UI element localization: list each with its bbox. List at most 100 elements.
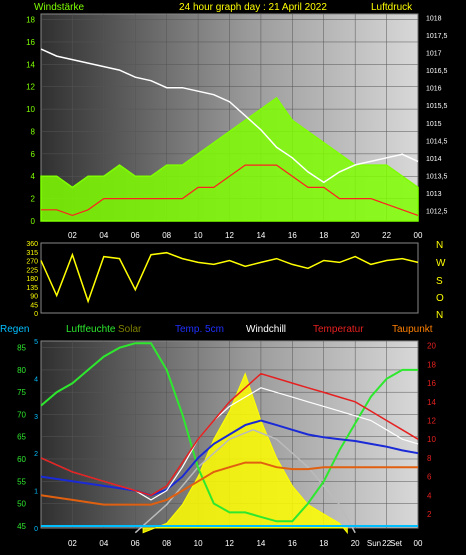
temp-y-tick-label: 20 [427, 342, 436, 351]
compass-s: S [436, 276, 443, 287]
climate-x-tick-label: 02 [68, 539, 77, 548]
pressure-y-tick-label: 1014,5 [426, 138, 448, 145]
gust-line [41, 164, 419, 217]
pressure-y-tick-label: 1017,5 [426, 33, 448, 40]
wind-dir-y-tick-label: 90 [30, 294, 38, 301]
rain-y-tick-label: 1 [34, 489, 38, 496]
sun-elevation-line [134, 428, 356, 534]
compass-n-top: N [436, 240, 443, 251]
header-center-label: 24 hour graph day : 21 April 2022 [179, 2, 327, 13]
rain-y-tick-label: 0 [34, 526, 38, 533]
climate-x-tick-label: 14 [256, 539, 265, 548]
wind-x-tick-label: 08 [162, 231, 171, 240]
humidity-y-tick-label: 55 [17, 477, 26, 486]
pressure-y-tick-label: 1017 [426, 51, 442, 58]
rain-y-tick-label: 4 [34, 376, 38, 383]
humidity-y-tick-label: 70 [17, 410, 26, 419]
wind-dir-y-tick-label: 225 [26, 267, 38, 274]
wind-y-tick-label: 6 [31, 150, 36, 159]
wind-dir-y-tick-label: 270 [26, 259, 38, 266]
wind-dir-y-tick-label: 45 [30, 302, 38, 309]
pressure-y-tick-label: 1018 [426, 16, 442, 23]
wind-direction-line [40, 251, 419, 304]
climate-x-tick-label: 10 [194, 539, 203, 548]
wind-x-tick-label: 04 [99, 231, 108, 240]
climate-x-tick-label: 04 [99, 539, 108, 548]
wind-x-tick-label: 14 [256, 231, 265, 240]
legend-regen: Regen [0, 324, 29, 335]
climate-x-tick-label: 18 [319, 539, 328, 548]
pressure-y-tick-label: 1013,5 [426, 173, 448, 180]
humidity-y-tick-label: 50 [17, 500, 26, 509]
humidity-y-tick-label: 65 [17, 433, 26, 442]
rain-y-tick-label: 2 [34, 451, 38, 458]
temp-y-tick-label: 8 [427, 454, 432, 463]
temperature-line [40, 372, 419, 497]
wind-x-tick-label: 02 [68, 231, 77, 240]
temp-y-tick-label: 16 [427, 379, 436, 388]
temp-y-tick-label: 10 [427, 435, 436, 444]
pressure-line [40, 48, 419, 184]
climate-x-tick-label: 08 [162, 539, 171, 548]
temp-y-tick-label: 2 [427, 510, 432, 519]
temp-y-tick-label: 4 [427, 491, 432, 500]
climate-x-tick-label: Sun [367, 539, 381, 548]
wind-x-tick-label: 22 [382, 231, 391, 240]
legend-temperatur: Temperatur [313, 324, 364, 335]
temp-y-tick-label: 14 [427, 398, 436, 407]
wind-x-tick-label: 06 [131, 231, 140, 240]
rain-y-tick-label: 3 [34, 414, 38, 421]
compass-w: W [436, 258, 446, 269]
wind-y-tick-label: 16 [26, 38, 35, 47]
wind-y-tick-label: 10 [26, 105, 35, 114]
wind-y-tick-label: 2 [31, 195, 36, 204]
wind-dir-y-tick-label: 315 [26, 250, 38, 257]
wind-y-tick-label: 14 [26, 60, 35, 69]
header-right-label: Luftdruck [371, 2, 413, 13]
header-left-label: Windstärke [34, 2, 84, 13]
climate-x-tick-label: 00 [414, 539, 423, 548]
wind-x-tick-label: 16 [288, 231, 297, 240]
compass-o: O [436, 293, 444, 304]
wind-x-tick-label: 20 [351, 231, 360, 240]
pressure-y-tick-label: 1014 [426, 156, 442, 163]
pressure-y-tick-label: 1013 [426, 191, 442, 198]
wind-dir-y-tick-label: 0 [34, 311, 38, 318]
climate-x-tick-label: 12 [225, 539, 234, 548]
humidity-y-tick-label: 75 [17, 388, 26, 397]
compass-n-bottom: N [436, 310, 443, 321]
wind-dir-y-tick-label: 360 [26, 241, 38, 248]
temp-y-tick-label: 12 [427, 416, 436, 425]
pressure-y-tick-label: 1012,5 [426, 208, 448, 215]
legend-solar: Solar [118, 324, 142, 335]
temp-y-tick-label: 18 [427, 360, 436, 369]
humidity-line [40, 342, 418, 523]
wind-y-tick-label: 12 [26, 83, 35, 92]
wind-x-tick-label: 18 [319, 231, 328, 240]
climate-x-tick-label: 06 [131, 539, 140, 548]
legend-temp5cm: Temp. 5cm [175, 324, 224, 335]
pressure-y-tick-label: 1016,5 [426, 68, 448, 75]
windchill-line [40, 387, 419, 501]
climate-x-tick-label: Set [390, 539, 403, 548]
wind-y-tick-label: 8 [31, 127, 36, 136]
legend-taupunkt: Taupunkt [392, 324, 433, 335]
climate-x-tick-label: 22 [382, 539, 391, 548]
wind-x-tick-label: 12 [225, 231, 234, 240]
pressure-y-tick-label: 1015 [426, 121, 442, 128]
humidity-y-tick-label: 80 [17, 366, 26, 375]
climate-x-tick-label: 20 [351, 539, 360, 548]
humidity-y-tick-label: 45 [17, 522, 26, 531]
wind-y-tick-label: 0 [31, 217, 36, 226]
wind-dir-y-tick-label: 135 [26, 285, 38, 292]
solar-area [142, 372, 348, 535]
wind-speed-line [40, 96, 419, 222]
wind-y-tick-label: 18 [26, 16, 35, 25]
climate-x-tick-label: 16 [288, 539, 297, 548]
wind-x-tick-label: 00 [414, 231, 423, 240]
rain-y-tick-label: 5 [34, 339, 38, 346]
dewpoint-line [40, 461, 418, 506]
wind-dir-panel-bg [40, 242, 419, 314]
humidity-y-tick-label: 60 [17, 455, 26, 464]
